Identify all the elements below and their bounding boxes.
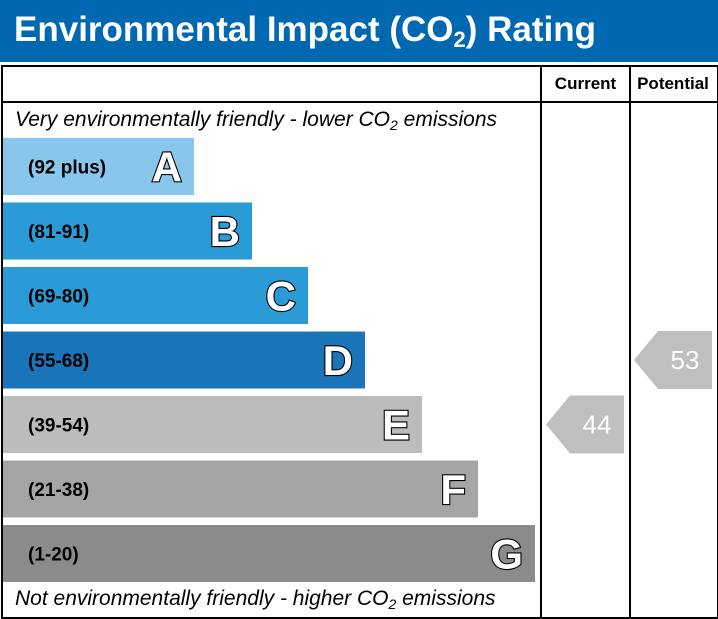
band-c-range: (69-80) — [28, 287, 89, 308]
current-rating-value: 44 — [583, 410, 612, 440]
band-c-bar — [3, 267, 308, 324]
band-b-letter: B — [210, 208, 240, 255]
title-bar: Environmental Impact (CO2) Rating — [0, 0, 718, 62]
band-f-bar — [3, 460, 478, 518]
top-caption: Very environmentally friendly - lower CO… — [15, 108, 498, 133]
bottom-caption: Not environmentally friendly - higher CO… — [15, 587, 496, 612]
band-a-range: (92 plus) — [28, 158, 106, 179]
band-d-letter: D — [323, 337, 353, 384]
potential-column-header: Potential — [637, 74, 709, 93]
band-g-range: (1-20) — [28, 545, 79, 566]
band-b-range: (81-91) — [28, 222, 89, 243]
band-e-bar — [3, 396, 422, 453]
header-divider — [1, 101, 717, 103]
band-g-letter: G — [490, 531, 523, 578]
band-d-bar — [3, 331, 365, 389]
band-f-letter: F — [440, 466, 466, 513]
band-e-range: (39-54) — [28, 416, 89, 437]
band-b-bar — [3, 202, 252, 260]
band-d-range: (55-68) — [28, 351, 89, 372]
band-g-bar — [3, 525, 535, 582]
potential-column-divider — [629, 65, 631, 619]
potential-rating-arrow — [634, 331, 712, 389]
current-column-header: Current — [554, 74, 617, 93]
band-e-letter: E — [382, 402, 410, 449]
chart-title: Environmental Impact (CO2) Rating — [14, 10, 597, 52]
current-rating-arrow — [546, 395, 624, 454]
band-f-range: (21-38) — [28, 480, 89, 501]
current-column-divider — [540, 65, 542, 619]
band-a-letter: A — [152, 144, 182, 191]
band-a-bar — [3, 138, 194, 195]
potential-rating-value: 53 — [671, 345, 700, 375]
band-c-letter: C — [266, 273, 296, 320]
